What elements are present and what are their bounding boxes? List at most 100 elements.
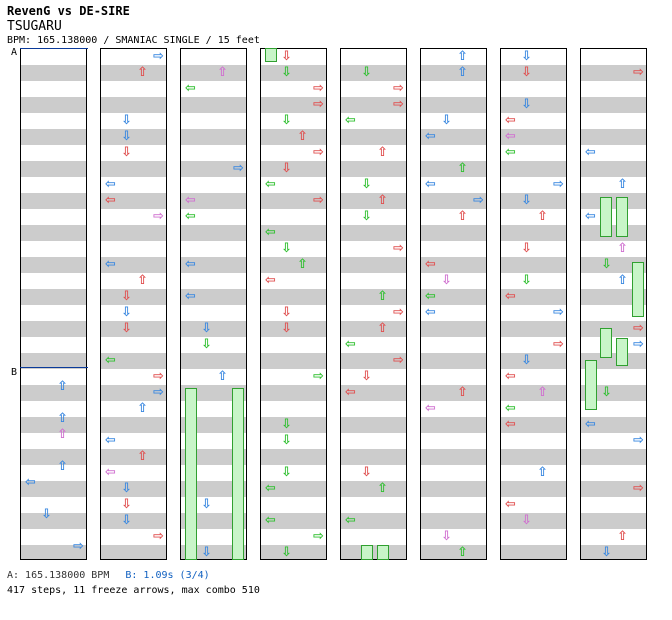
arrow-right-icon: ⇨: [393, 241, 404, 256]
arrow-left-icon: ⇦: [105, 177, 116, 192]
arrow-left-icon: ⇦: [265, 225, 276, 240]
arrow-down-icon: ⇩: [601, 385, 612, 400]
arrow-up-icon: ⇧: [457, 161, 468, 176]
arrow-down-icon: ⇩: [521, 273, 532, 288]
arrow-left-icon: ⇦: [265, 177, 276, 192]
freeze-arrow: [585, 360, 597, 410]
arrow-left-icon: ⇦: [505, 497, 516, 512]
arrow-left-icon: ⇦: [345, 113, 356, 128]
arrow-down-icon: ⇩: [281, 241, 292, 256]
freeze-arrow: [616, 338, 628, 366]
footer-bpm: A: 165.138000 BPM B: 1.09s (3/4): [7, 570, 210, 581]
arrow-down-icon: ⇩: [361, 177, 372, 192]
chart-info: BPM: 165.138000 / SMANIAC SINGLE / 15 fe…: [7, 35, 260, 46]
freeze-arrow: [232, 388, 244, 560]
arrow-up-icon: ⇧: [537, 385, 548, 400]
arrow-right-icon: ⇨: [633, 321, 644, 336]
arrow-down-icon: ⇩: [121, 289, 132, 304]
arrow-left-icon: ⇦: [425, 401, 436, 416]
arrow-left-icon: ⇦: [585, 417, 596, 432]
arrow-right-icon: ⇨: [313, 97, 324, 112]
arrow-down-icon: ⇩: [121, 129, 132, 144]
arrow-up-icon: ⇧: [617, 241, 628, 256]
arrow-left-icon: ⇦: [505, 289, 516, 304]
arrow-up-icon: ⇧: [137, 273, 148, 288]
arrow-right-icon: ⇨: [393, 97, 404, 112]
arrow-left-icon: ⇦: [505, 369, 516, 384]
arrow-up-icon: ⇧: [57, 427, 68, 442]
chart-column: ⇧ ⇧ ⇧ ⇧ ⇦ ⇩ ⇨: [20, 48, 87, 560]
arrow-down-icon: ⇩: [281, 49, 292, 64]
arrow-right-icon: ⇨: [73, 539, 84, 554]
arrow-down-icon: ⇩: [521, 97, 532, 112]
arrow-up-icon: ⇧: [617, 273, 628, 288]
arrow-down-icon: ⇩: [121, 497, 132, 512]
song-subtitle: TSUGARU: [7, 19, 62, 34]
arrow-up-icon: ⇧: [457, 209, 468, 224]
bpm-a-label: A: 165.138000 BPM: [7, 570, 110, 581]
arrow-down-icon: ⇩: [201, 321, 212, 336]
arrow-down-icon: ⇩: [281, 305, 292, 320]
arrow-right-icon: ⇨: [313, 81, 324, 96]
freeze-arrow: [361, 545, 373, 560]
freeze-arrow: [185, 388, 197, 560]
arrow-left-icon: ⇦: [105, 433, 116, 448]
arrow-left-icon: ⇦: [265, 513, 276, 528]
arrow-right-icon: ⇨: [153, 385, 164, 400]
arrow-left-icon: ⇦: [505, 145, 516, 160]
arrow-down-icon: ⇩: [201, 337, 212, 352]
arrow-right-icon: ⇨: [633, 337, 644, 352]
chart-column: ⇨ ⇧ ⇩ ⇩ ⇩ ⇦ ⇦ ⇨ ⇦ ⇧ ⇩ ⇩ ⇩ ⇦ ⇨ ⇨ ⇧ ⇦ ⇧ ⇦ ⇩ ⇩ ⇩ ⇨: [100, 48, 167, 560]
arrow-left-icon: ⇦: [345, 385, 356, 400]
arrow-left-icon: ⇦: [585, 145, 596, 160]
arrow-down-icon: ⇩: [521, 65, 532, 80]
arrow-down-icon: ⇩: [361, 465, 372, 480]
arrow-up-icon: ⇧: [137, 449, 148, 464]
arrow-left-icon: ⇦: [505, 401, 516, 416]
arrow-down-icon: ⇩: [281, 465, 292, 480]
arrow-left-icon: ⇦: [105, 257, 116, 272]
arrow-down-icon: ⇩: [521, 513, 532, 528]
arrow-left-icon: ⇦: [345, 337, 356, 352]
bpm-b-label: B: 1.09s (3/4): [125, 570, 210, 581]
arrow-up-icon: ⇧: [377, 289, 388, 304]
arrow-right-icon: ⇨: [393, 353, 404, 368]
arrow-left-icon: ⇦: [345, 513, 356, 528]
arrow-left-icon: ⇦: [185, 81, 196, 96]
arrow-right-icon: ⇨: [233, 161, 244, 176]
arrow-left-icon: ⇦: [425, 305, 436, 320]
arrow-up-icon: ⇧: [537, 209, 548, 224]
arrow-down-icon: ⇩: [521, 193, 532, 208]
arrow-right-icon: ⇨: [313, 145, 324, 160]
arrow-down-icon: ⇩: [441, 529, 452, 544]
chart-column: ⇩ ⇩ ⇨ ⇨ ⇩ ⇧ ⇨ ⇩ ⇦ ⇨ ⇦ ⇩ ⇧ ⇦ ⇩ ⇩ ⇨ ⇩ ⇩ ⇩ ⇦ ⇦ ⇨ ⇩: [260, 48, 327, 560]
arrow-left-icon: ⇦: [265, 273, 276, 288]
freeze-arrow: [616, 197, 628, 237]
arrow-down-icon: ⇩: [121, 305, 132, 320]
arrow-left-icon: ⇦: [185, 193, 196, 208]
arrow-up-icon: ⇧: [457, 385, 468, 400]
arrow-down-icon: ⇩: [281, 321, 292, 336]
arrow-right-icon: ⇨: [553, 177, 564, 192]
arrow-left-icon: ⇦: [185, 209, 196, 224]
arrow-right-icon: ⇨: [633, 65, 644, 80]
arrow-left-icon: ⇦: [425, 177, 436, 192]
arrow-right-icon: ⇨: [153, 529, 164, 544]
arrow-right-icon: ⇨: [313, 369, 324, 384]
arrow-up-icon: ⇧: [457, 65, 468, 80]
arrow-up-icon: ⇧: [377, 481, 388, 496]
arrow-right-icon: ⇨: [153, 209, 164, 224]
arrow-right-icon: ⇨: [553, 337, 564, 352]
arrow-down-icon: ⇩: [121, 513, 132, 528]
arrow-right-icon: ⇨: [553, 305, 564, 320]
arrow-left-icon: ⇦: [185, 257, 196, 272]
arrow-left-icon: ⇦: [25, 475, 36, 490]
arrow-up-icon: ⇧: [57, 379, 68, 394]
arrow-down-icon: ⇩: [201, 497, 212, 512]
arrow-down-icon: ⇩: [281, 65, 292, 80]
arrow-left-icon: ⇦: [425, 257, 436, 272]
chart-column: ⇩ ⇨ ⇨ ⇦ ⇧ ⇩ ⇧ ⇩ ⇨ ⇧ ⇨ ⇧ ⇦ ⇨ ⇩ ⇦ ⇩ ⇧ ⇦: [340, 48, 407, 560]
arrow-down-icon: ⇩: [521, 353, 532, 368]
arrow-right-icon: ⇨: [633, 433, 644, 448]
arrow-down-icon: ⇩: [361, 369, 372, 384]
